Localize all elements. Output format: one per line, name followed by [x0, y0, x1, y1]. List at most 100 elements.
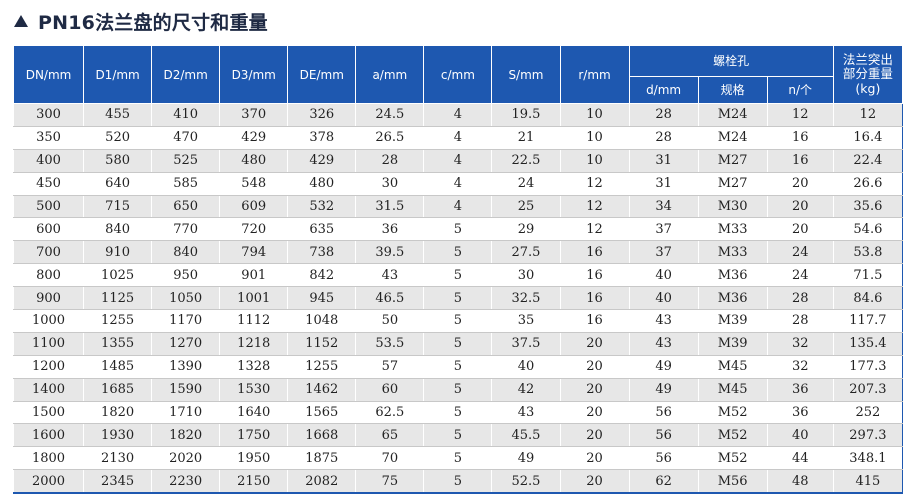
cell-r: 20 [559, 331, 630, 356]
cell-d1: 580 [83, 148, 153, 173]
cell-s: 52.5 [491, 469, 561, 495]
cell-bolt-n: 28 [766, 309, 834, 333]
cell-a: 53.5 [355, 331, 425, 356]
cell-d1: 715 [83, 194, 153, 219]
cell-s: 22.5 [491, 148, 561, 173]
cell-bolt-spec: M45 [697, 354, 768, 379]
title-text: PN16法兰盘的尺寸和重量 [38, 11, 268, 34]
cell-d3: 429 [219, 125, 289, 150]
cell-bolt-d: 31 [628, 171, 699, 196]
cell-de: 1152 [287, 331, 357, 356]
cell-bolt-spec: M24 [697, 103, 768, 127]
cell-weight: 16.4 [832, 125, 904, 150]
cell-bolt-d: 56 [628, 446, 699, 471]
cell-d3: 1530 [219, 377, 289, 402]
cell-r: 20 [559, 446, 630, 471]
table-row: 1100 1355 1270 1218 1152 53.5 5 37.5 20 43 M39 32 13… [12, 331, 904, 356]
cell-c: 4 [423, 171, 493, 196]
cell-de: 945 [287, 286, 357, 311]
cell-r: 20 [559, 400, 630, 425]
cell-bolt-spec: M36 [697, 263, 768, 288]
cell-a: 46.5 [355, 286, 425, 311]
cell-dn: 450 [12, 171, 85, 196]
table-row: 1200 1485 1390 1328 1255 57 5 40 20 49 M45 32 177.3 [12, 354, 904, 379]
cell-bolt-n: 12 [766, 103, 834, 127]
cell-d1: 1125 [83, 286, 153, 311]
cell-weight: 252 [832, 400, 904, 425]
cell-d1: 1255 [83, 309, 153, 333]
cell-bolt-n: 20 [766, 171, 834, 196]
cell-d1: 520 [83, 125, 153, 150]
cell-bolt-n: 16 [766, 125, 834, 150]
cell-r: 16 [559, 286, 630, 311]
table-row: 300 455 410 370 326 24.5 4 19.5 10 28 M24 12 12 [12, 103, 904, 127]
cell-r: 12 [559, 171, 630, 196]
header-dn: DN/mm [12, 45, 85, 104]
cell-bolt-d: 40 [628, 286, 699, 311]
cell-bolt-spec: M52 [697, 400, 768, 425]
cell-weight: 348.1 [832, 446, 904, 471]
page-title: PN16法兰盘的尺寸和重量 [14, 7, 268, 35]
cell-c: 5 [423, 240, 493, 265]
cell-weight: 84.6 [832, 286, 904, 311]
header-de: DE/mm [287, 45, 357, 104]
cell-d3: 548 [219, 171, 289, 196]
cell-bolt-n: 40 [766, 423, 834, 448]
cell-dn: 500 [12, 194, 85, 219]
cell-bolt-n: 32 [766, 331, 834, 356]
cell-s: 25 [491, 194, 561, 219]
cell-r: 10 [559, 103, 630, 127]
cell-bolt-d: 37 [628, 240, 699, 265]
cell-d1: 1930 [83, 423, 153, 448]
cell-dn: 800 [12, 263, 85, 288]
table-header: DN/mm D1/mm D2/mm D3/mm DE/mm a/mm c/mm … [12, 45, 904, 104]
cell-s: 30 [491, 263, 561, 288]
header-weight-line2: 部分重量 [842, 66, 893, 82]
cell-bolt-spec: M52 [697, 446, 768, 471]
cell-c: 5 [423, 309, 493, 333]
cell-dn: 1800 [12, 446, 85, 471]
cell-r: 20 [559, 469, 630, 495]
cell-dn: 700 [12, 240, 85, 265]
cell-bolt-d: 43 [628, 309, 699, 333]
cell-bolt-n: 20 [766, 194, 834, 219]
cell-weight: 135.4 [832, 331, 904, 356]
cell-dn: 400 [12, 148, 85, 173]
header-r: r/mm [559, 45, 630, 104]
cell-c: 5 [423, 446, 493, 471]
cell-de: 1048 [287, 309, 357, 333]
cell-d2: 1820 [151, 423, 221, 448]
cell-c: 5 [423, 377, 493, 402]
cell-bolt-n: 24 [766, 240, 834, 265]
cell-de: 480 [287, 171, 357, 196]
cell-bolt-n: 20 [766, 217, 834, 242]
cell-dn: 900 [12, 286, 85, 311]
cell-d1: 2130 [83, 446, 153, 471]
cell-c: 5 [423, 400, 493, 425]
cell-bolt-n: 16 [766, 148, 834, 173]
cell-s: 43 [491, 400, 561, 425]
cell-bolt-d: 40 [628, 263, 699, 288]
cell-c: 5 [423, 217, 493, 242]
table-row: 2000 2345 2230 2150 2082 75 5 52.5 20 62 M56 48 415 [12, 469, 904, 495]
cell-r: 12 [559, 217, 630, 242]
table-row: 600 840 770 720 635 36 5 29 12 37 M33 20 54.6 [12, 217, 904, 242]
cell-d2: 1270 [151, 331, 221, 356]
cell-r: 20 [559, 377, 630, 402]
cell-c: 4 [423, 194, 493, 219]
cell-bolt-spec: M27 [697, 171, 768, 196]
cell-r: 16 [559, 240, 630, 265]
cell-weight: 26.6 [832, 171, 904, 196]
table-row: 900 1125 1050 1001 945 46.5 5 32.5 16 40 M36 28 84.6 [12, 286, 904, 311]
header-weight-line1: 法兰突出 [842, 51, 893, 67]
cell-a: 28 [355, 148, 425, 173]
cell-s: 42 [491, 377, 561, 402]
table-row: 700 910 840 794 738 39.5 5 27.5 16 37 M33 24 53.8 [12, 240, 904, 265]
cell-s: 45.5 [491, 423, 561, 448]
cell-d3: 1218 [219, 331, 289, 356]
cell-s: 32.5 [491, 286, 561, 311]
cell-d3: 1950 [219, 446, 289, 471]
cell-de: 1565 [287, 400, 357, 425]
cell-de: 1462 [287, 377, 357, 402]
cell-dn: 1600 [12, 423, 85, 448]
